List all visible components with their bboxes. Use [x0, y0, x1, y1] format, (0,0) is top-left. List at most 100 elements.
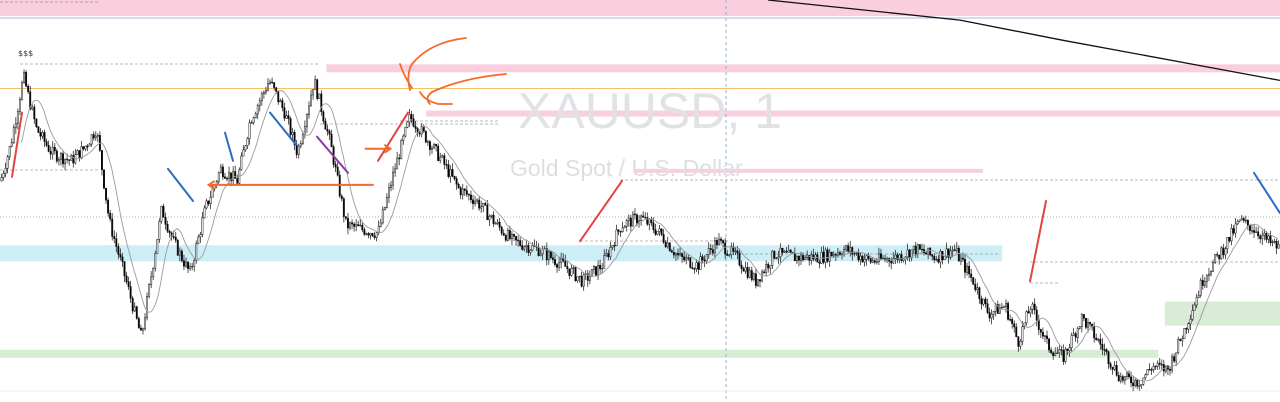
- candle-body-157: [322, 111, 325, 122]
- candle-body-92: [189, 266, 192, 269]
- top-marker-label: $$$: [18, 49, 33, 58]
- candle-body-16: [33, 106, 36, 120]
- supply-zone-2: [426, 110, 1280, 117]
- candle-body-576: [1181, 338, 1184, 341]
- candle-body-466: [955, 247, 958, 251]
- candle-body-338: [693, 268, 696, 270]
- candle-body-264: [541, 248, 544, 255]
- supply-zone-3: [633, 168, 984, 173]
- candle-body-101: [207, 200, 210, 205]
- candle-body-606: [1242, 218, 1245, 221]
- candle-body-280: [574, 267, 577, 281]
- candle-body-339: [695, 262, 698, 270]
- candle-body-483: [990, 313, 993, 319]
- swing-line-1: [167, 167, 194, 202]
- candle-body-486: [996, 304, 999, 314]
- candle-body-531: [1089, 322, 1091, 325]
- candle-body-527: [1080, 314, 1083, 327]
- candle-body-344: [705, 254, 708, 262]
- candle-body-515: [1056, 352, 1059, 354]
- candle-body-395: [810, 254, 813, 261]
- candle-body-363: [744, 267, 747, 272]
- candle-body-318: [652, 222, 655, 230]
- candle-body-279: [572, 267, 575, 269]
- candle-body-8: [16, 111, 19, 124]
- candle-body-327: [670, 250, 673, 253]
- candle-body-511: [1048, 338, 1050, 351]
- candle-body-96: [197, 236, 200, 245]
- candle-body-465: [953, 249, 956, 251]
- candle-body-563: [1154, 365, 1157, 368]
- candle-body-354: [726, 253, 729, 256]
- candle-body-288: [590, 269, 593, 277]
- candle-body-216: [443, 155, 446, 165]
- candle-body-340: [697, 262, 700, 270]
- candle-body-229: [470, 194, 472, 201]
- candle-body-575: [1179, 338, 1182, 341]
- candle-body-253: [519, 240, 522, 246]
- candle-body-523: [1072, 333, 1075, 336]
- candle-body-412: [845, 245, 848, 250]
- candle-body-621: [1273, 241, 1276, 243]
- candle-body-35: [72, 155, 75, 164]
- swing-line-7: [1029, 200, 1047, 283]
- swing-line-4: [316, 135, 349, 174]
- candle-body-377: [773, 250, 776, 259]
- candle-body-525: [1076, 328, 1079, 338]
- candle-body-225: [461, 188, 464, 196]
- candle-body-324: [664, 241, 667, 248]
- candle-body-552: [1132, 382, 1135, 386]
- candle-body-374: [767, 264, 770, 269]
- candle-body-283: [580, 275, 583, 287]
- candle-body-121: [248, 122, 251, 139]
- candle-body-307: [629, 217, 632, 227]
- candle-body-517: [1060, 349, 1063, 351]
- candle-body-222: [455, 178, 458, 185]
- candle-body-181: [371, 233, 374, 237]
- candle-body-488: [1000, 306, 1003, 309]
- candle-body-217: [445, 164, 448, 166]
- candle-body-57: [117, 246, 120, 255]
- candle-body-533: [1093, 326, 1096, 339]
- candle-body-568: [1164, 365, 1167, 372]
- candle-body-289: [593, 266, 595, 270]
- candle-body-376: [771, 250, 774, 266]
- candle-body-108: [221, 166, 224, 178]
- candle-body-380: [779, 247, 782, 258]
- candle-body-93: [191, 265, 194, 268]
- candle-body-287: [588, 276, 591, 281]
- candle-body-614: [1259, 235, 1262, 240]
- candle-body-469: [962, 257, 964, 260]
- candle-body-498: [1021, 326, 1024, 342]
- candle-body-34: [70, 155, 73, 161]
- candle-body-526: [1078, 326, 1081, 329]
- candle-body-596: [1222, 247, 1225, 256]
- candle-body-71: [146, 296, 149, 319]
- candle-body-7: [14, 122, 17, 128]
- candle-body-68: [139, 327, 142, 331]
- candle-body-353: [724, 242, 727, 255]
- candle-body-436: [894, 254, 897, 259]
- candle-body-281: [576, 276, 579, 281]
- candle-body-547: [1121, 376, 1124, 381]
- candle-body-519: [1064, 348, 1067, 362]
- candle-body-453: [929, 247, 932, 256]
- candle-body-455: [933, 256, 936, 261]
- candle-body-132: [271, 81, 274, 84]
- candle-body-521: [1068, 347, 1071, 351]
- candle-body-545: [1117, 375, 1120, 382]
- demand-zone-4: [0, 245, 1003, 262]
- candle-body-11: [23, 71, 26, 83]
- candle-body-426: [873, 260, 876, 263]
- candle-body-148: [303, 126, 306, 135]
- candle-body-524: [1074, 333, 1077, 338]
- candle-body-119: [244, 145, 247, 151]
- candle-body-385: [789, 249, 792, 253]
- candle-body-482: [988, 312, 991, 319]
- candle-body-404: [828, 251, 831, 262]
- candle-body-263: [539, 253, 542, 256]
- candle-body-85: [174, 236, 177, 241]
- candle-body-218: [447, 164, 450, 177]
- candle-body-1: [2, 173, 5, 178]
- candle-body-615: [1261, 235, 1264, 240]
